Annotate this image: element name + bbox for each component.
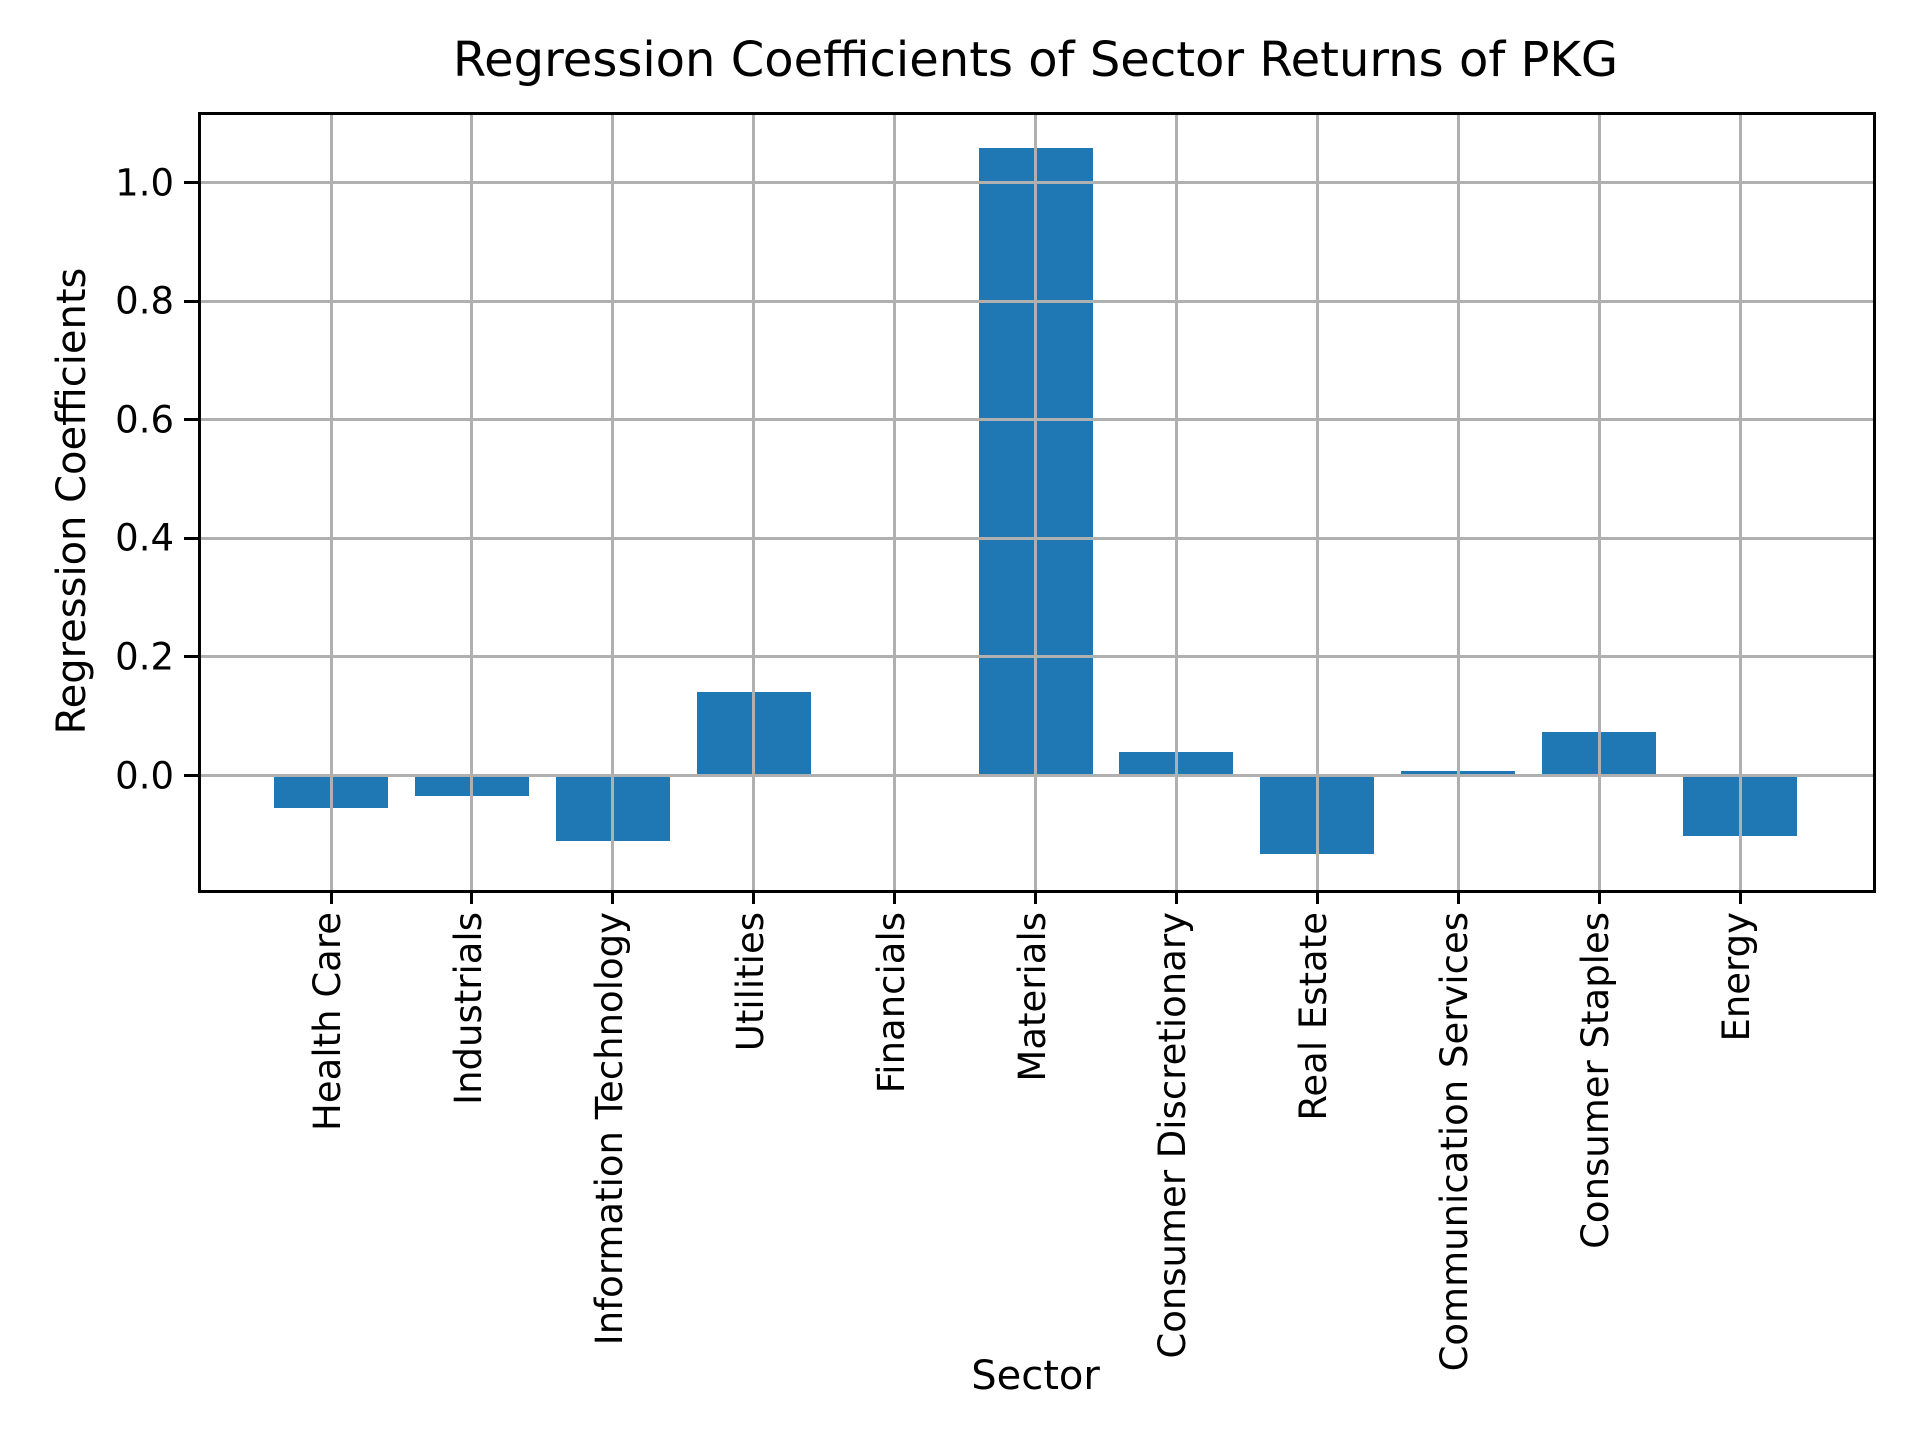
x-tick xyxy=(1456,890,1460,904)
gridline-x-consumer-staples xyxy=(1597,112,1601,890)
y-tick-label: 0.2 xyxy=(115,635,174,679)
x-tick xyxy=(470,890,474,904)
x-tick-label-industrials: Industrials xyxy=(446,912,490,1105)
spine-top xyxy=(198,112,1876,115)
x-tick-label-health-care: Health Care xyxy=(306,912,349,1131)
gridline-x-utilities xyxy=(752,112,756,890)
gridline-x-real-estate xyxy=(1315,112,1319,890)
x-tick xyxy=(1597,890,1601,904)
y-tick xyxy=(184,418,198,422)
x-tick-label-information-technology: Information Technology xyxy=(587,912,631,1346)
gridline-x-health-care xyxy=(329,112,333,890)
y-tick xyxy=(184,774,198,778)
spine-left xyxy=(198,112,201,890)
y-tick-label: 0.6 xyxy=(115,398,174,442)
x-tick xyxy=(1315,890,1319,904)
x-tick-label-materials: Materials xyxy=(1010,912,1054,1082)
y-tick xyxy=(184,655,198,659)
x-tick-label-consumer-discretionary: Consumer Discretionary xyxy=(1151,912,1195,1359)
y-tick-label: 1.0 xyxy=(115,161,174,205)
x-tick xyxy=(752,890,756,904)
x-tick xyxy=(329,890,333,904)
x-axis-label: Sector xyxy=(971,1353,1100,1399)
spine-bottom xyxy=(198,890,1876,893)
y-tick xyxy=(184,181,198,185)
x-tick-label-financials: Financials xyxy=(869,912,913,1094)
x-tick-label-real-estate: Real Estate xyxy=(1292,912,1336,1121)
gridline-x-information-technology xyxy=(611,112,615,890)
gridline-x-industrials xyxy=(470,112,474,890)
x-tick xyxy=(1034,890,1037,904)
x-tick-label-communication-services: Communication Services xyxy=(1433,912,1477,1372)
chart-title: Regression Coefficients of Sector Return… xyxy=(452,32,1619,88)
y-axis-label: Regression Coefficients xyxy=(49,267,95,735)
y-tick xyxy=(184,299,198,303)
spine-right xyxy=(1873,112,1876,890)
gridline-x-consumer-discretionary xyxy=(1174,112,1178,890)
gridline-x-energy xyxy=(1738,112,1742,890)
gridline-x-financials xyxy=(893,112,897,890)
y-tick-label: 0.4 xyxy=(115,516,174,560)
x-tick-label-energy: Energy xyxy=(1715,912,1758,1042)
y-tick-label: 0.8 xyxy=(115,279,174,323)
x-tick xyxy=(1174,890,1178,904)
x-tick-label-consumer-staples: Consumer Staples xyxy=(1574,912,1618,1249)
gridline-x-communication-services xyxy=(1456,112,1460,890)
y-tick xyxy=(184,536,198,540)
y-tick-label: 0.0 xyxy=(115,754,174,798)
x-tick xyxy=(893,890,897,904)
x-tick xyxy=(611,890,615,904)
x-tick-label-utilities: Utilities xyxy=(728,912,772,1052)
gridline-x-materials xyxy=(1034,112,1037,890)
x-tick xyxy=(1738,890,1742,904)
